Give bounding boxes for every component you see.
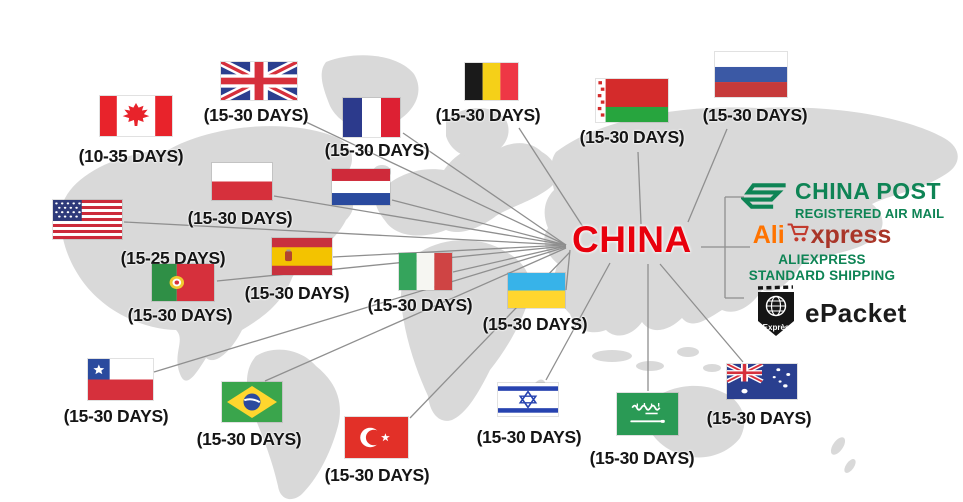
line-china-to-netherlands: [391, 199, 567, 246]
days-label-ukraine: (15-30 DAYS): [482, 314, 588, 334]
continent-north-america: [60, 126, 354, 381]
aliexpress-brand-xpress: xpress: [810, 221, 892, 249]
line-china-to-italy: [452, 245, 567, 273]
aliexpress-brand-ali: Ali: [752, 221, 785, 249]
china-post-logo-icon: [739, 180, 791, 217]
flag-canada: [100, 96, 172, 136]
island-indonesia-2: [636, 361, 664, 371]
days-label-belgium: (15-30 DAYS): [435, 105, 541, 125]
epacket-badge-text: Exprès: [763, 323, 790, 332]
china-post-title: CHINA POST: [795, 178, 941, 204]
days-label-france: (15-30 DAYS): [324, 140, 430, 160]
aliexpress-shipping-line1: ALIEXPRESS: [778, 252, 866, 267]
flag-usa: [53, 200, 122, 239]
days-label-israel: (15-30 DAYS): [476, 427, 582, 447]
line-china-to-brazil: [264, 247, 567, 382]
line-china-to-ukraine: [565, 249, 571, 291]
days-label-portugal: (15-30 DAYS): [127, 305, 233, 325]
epacket-label: ePacket: [805, 298, 907, 328]
line-china-to-australia: [659, 263, 744, 363]
days-label-poland: (15-30 DAYS): [187, 208, 293, 228]
aliexpress-shipping-line2: STANDARD SHIPPING: [748, 267, 896, 283]
flag-chile: [88, 359, 153, 400]
days-label-canada: (10-35 DAYS): [78, 146, 184, 166]
flag-australia: [727, 364, 797, 399]
flag-portugal: [152, 264, 214, 301]
line-china-to-russia: [687, 128, 728, 223]
flag-france: [343, 98, 400, 137]
line-china-to-portugal: [216, 245, 567, 282]
flag-russia: [715, 52, 787, 97]
flag-ukraine: [508, 273, 565, 308]
flag-uk: [221, 62, 297, 100]
days-label-russia: (15-30 DAYS): [702, 105, 808, 125]
island-indonesia-4: [703, 364, 721, 372]
island-new-zealand-2: [844, 459, 856, 473]
days-label-australia: (15-30 DAYS): [706, 408, 812, 428]
line-china-to-spain: [332, 244, 567, 258]
flag-israel: [498, 383, 558, 416]
days-label-turkey: (15-30 DAYS): [324, 465, 430, 485]
epacket-logo-icon: Exprès: [756, 285, 796, 342]
flag-netherlands: [332, 169, 390, 205]
days-label-belarus: (15-30 DAYS): [579, 127, 685, 147]
flag-brazil: [222, 382, 282, 422]
line-china-to-france: [402, 132, 567, 246]
flag-italy: [399, 253, 452, 290]
flag-belarus: [596, 79, 668, 122]
line-china-to-belgium: [518, 127, 586, 231]
continent-europe: [375, 143, 557, 236]
days-label-usa: (15-25 DAYS): [120, 248, 226, 268]
epacket-method: Exprès ePacket: [756, 285, 907, 342]
island-indonesia-3: [677, 347, 699, 357]
china-post-method: CHINA POST REGISTERED AIR MAIL: [739, 178, 945, 221]
line-china-to-chile: [153, 246, 567, 373]
island-philippines: [693, 296, 707, 316]
island-indonesia-1: [592, 350, 632, 362]
line-china-to-israel: [545, 262, 611, 381]
china-post-subtitle: REGISTERED AIR MAIL: [795, 206, 945, 221]
days-label-italy: (15-30 DAYS): [367, 295, 473, 315]
days-label-uk: (15-30 DAYS): [203, 105, 309, 125]
flag-poland: [212, 163, 272, 200]
days-label-chile: (15-30 DAYS): [63, 406, 169, 426]
region-scandinavia: [446, 108, 509, 158]
flag-spain: [272, 238, 332, 275]
days-label-brazil: (15-30 DAYS): [196, 429, 302, 449]
flag-saudi: [617, 393, 678, 435]
flag-turkey: [345, 417, 408, 458]
island-new-zealand-1: [830, 437, 846, 455]
china-hub-label: CHINA: [572, 219, 692, 260]
days-label-saudi: (15-30 DAYS): [589, 448, 695, 468]
flag-belgium: [465, 63, 518, 100]
shopping-cart-icon: [786, 222, 810, 248]
days-label-spain: (15-30 DAYS): [244, 283, 350, 303]
aliexpress-method: Ali xpress ALIEXPRESS STANDARD SHIPPING: [746, 222, 898, 283]
line-china-to-poland: [273, 195, 567, 246]
line-china-to-uk: [305, 121, 567, 246]
line-china-to-usa: [123, 221, 567, 246]
line-china-to-belarus: [637, 151, 642, 225]
